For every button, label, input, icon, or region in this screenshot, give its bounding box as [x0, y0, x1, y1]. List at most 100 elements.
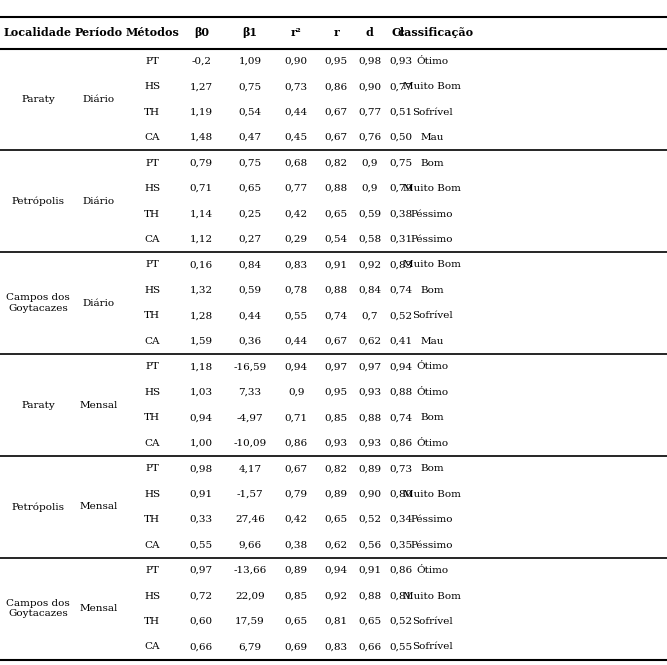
Text: 0,75: 0,75 — [239, 82, 261, 91]
Text: Campos dos
Goytacazes: Campos dos Goytacazes — [6, 599, 70, 618]
Text: Péssimo: Péssimo — [411, 235, 454, 244]
Text: 0,94: 0,94 — [190, 413, 213, 422]
Text: 0,36: 0,36 — [239, 337, 261, 346]
Text: 0,75: 0,75 — [390, 159, 412, 168]
Text: 0,66: 0,66 — [358, 642, 381, 652]
Text: β1: β1 — [243, 27, 257, 38]
Text: 0,79: 0,79 — [390, 184, 412, 193]
Text: Métodos: Métodos — [125, 27, 179, 38]
Text: 0,65: 0,65 — [239, 184, 261, 193]
Text: d: d — [366, 27, 374, 38]
Text: 0,86: 0,86 — [390, 566, 412, 575]
Text: 0,72: 0,72 — [190, 592, 213, 600]
Text: 0,66: 0,66 — [190, 642, 213, 652]
Text: 0,9: 0,9 — [362, 184, 378, 193]
Text: HS: HS — [144, 286, 160, 295]
Text: 1,27: 1,27 — [190, 82, 213, 91]
Text: 0,58: 0,58 — [358, 235, 381, 244]
Text: 27,46: 27,46 — [235, 515, 265, 524]
Text: 0,89: 0,89 — [325, 489, 348, 499]
Text: 0,95: 0,95 — [325, 57, 348, 66]
Text: 0,92: 0,92 — [358, 261, 381, 269]
Text: 0,44: 0,44 — [285, 337, 307, 346]
Text: PT: PT — [145, 261, 159, 269]
Text: 0,88: 0,88 — [325, 184, 348, 193]
Text: Péssimo: Péssimo — [411, 515, 454, 524]
Text: 0,45: 0,45 — [285, 133, 307, 142]
Text: Sofrível: Sofrível — [412, 108, 453, 116]
Text: 0,94: 0,94 — [285, 362, 307, 371]
Text: PT: PT — [145, 464, 159, 473]
Text: 6,79: 6,79 — [239, 642, 261, 652]
Text: 1,09: 1,09 — [239, 57, 261, 66]
Text: 1,00: 1,00 — [190, 439, 213, 448]
Text: TH: TH — [144, 617, 160, 626]
Text: 0,88: 0,88 — [390, 388, 412, 397]
Text: -4,97: -4,97 — [237, 413, 263, 422]
Text: 0,93: 0,93 — [390, 57, 412, 66]
Text: 0,65: 0,65 — [325, 209, 348, 219]
Text: Muito Bom: Muito Bom — [404, 261, 461, 269]
Text: 0,92: 0,92 — [325, 592, 348, 600]
Text: 0,55: 0,55 — [285, 311, 307, 321]
Text: 0,83: 0,83 — [325, 642, 348, 652]
Text: 0,52: 0,52 — [390, 311, 412, 321]
Text: -1,57: -1,57 — [237, 489, 263, 499]
Text: -13,66: -13,66 — [233, 566, 267, 575]
Text: Muito Bom: Muito Bom — [404, 184, 461, 193]
Text: Muito Bom: Muito Bom — [404, 82, 461, 91]
Text: 0,52: 0,52 — [358, 515, 381, 524]
Text: 0,55: 0,55 — [190, 541, 213, 549]
Text: 0,77: 0,77 — [358, 108, 381, 116]
Text: 0,29: 0,29 — [285, 235, 307, 244]
Text: 0,67: 0,67 — [325, 108, 348, 116]
Text: 0,88: 0,88 — [358, 592, 381, 600]
Text: 0,89: 0,89 — [358, 464, 381, 473]
Text: 4,17: 4,17 — [239, 464, 261, 473]
Text: 0,9: 0,9 — [288, 388, 304, 397]
Text: 0,51: 0,51 — [390, 108, 412, 116]
Text: 0,47: 0,47 — [239, 133, 261, 142]
Text: PT: PT — [145, 159, 159, 168]
Text: 0,91: 0,91 — [325, 261, 348, 269]
Text: Campos dos
Goytacazes: Campos dos Goytacazes — [6, 293, 70, 313]
Text: r: r — [334, 27, 339, 38]
Text: PT: PT — [145, 566, 159, 575]
Text: HS: HS — [144, 489, 160, 499]
Text: β0: β0 — [194, 27, 209, 38]
Text: Péssimo: Péssimo — [411, 541, 454, 549]
Text: 0,44: 0,44 — [285, 108, 307, 116]
Text: HS: HS — [144, 82, 160, 91]
Text: -10,09: -10,09 — [233, 439, 267, 448]
Text: 0,74: 0,74 — [390, 286, 412, 295]
Text: 0,91: 0,91 — [190, 489, 213, 499]
Text: 0,91: 0,91 — [358, 566, 381, 575]
Text: 0,38: 0,38 — [285, 541, 307, 549]
Text: -0,2: -0,2 — [191, 57, 211, 66]
Text: 0,67: 0,67 — [325, 337, 348, 346]
Text: Sofrível: Sofrível — [412, 617, 453, 626]
Text: 9,66: 9,66 — [239, 541, 261, 549]
Text: 0,83: 0,83 — [285, 261, 307, 269]
Text: 1,12: 1,12 — [190, 235, 213, 244]
Text: CA: CA — [144, 337, 160, 346]
Text: 0,97: 0,97 — [190, 566, 213, 575]
Text: 0,82: 0,82 — [325, 159, 348, 168]
Text: r²: r² — [291, 27, 301, 38]
Text: 0,77: 0,77 — [285, 184, 307, 193]
Text: Ótimo: Ótimo — [416, 439, 448, 448]
Text: 0,35: 0,35 — [390, 541, 412, 549]
Text: 0,68: 0,68 — [285, 159, 307, 168]
Text: 0,88: 0,88 — [358, 413, 381, 422]
Text: 0,97: 0,97 — [325, 362, 348, 371]
Text: 0,94: 0,94 — [325, 566, 348, 575]
Text: 0,85: 0,85 — [325, 413, 348, 422]
Text: 0,16: 0,16 — [190, 261, 213, 269]
Text: 0,74: 0,74 — [325, 311, 348, 321]
Text: 22,09: 22,09 — [235, 592, 265, 600]
Text: CA: CA — [144, 642, 160, 652]
Text: Paraty: Paraty — [21, 400, 55, 410]
Text: Muito Bom: Muito Bom — [404, 592, 461, 600]
Text: HS: HS — [144, 184, 160, 193]
Text: Ótimo: Ótimo — [416, 388, 448, 397]
